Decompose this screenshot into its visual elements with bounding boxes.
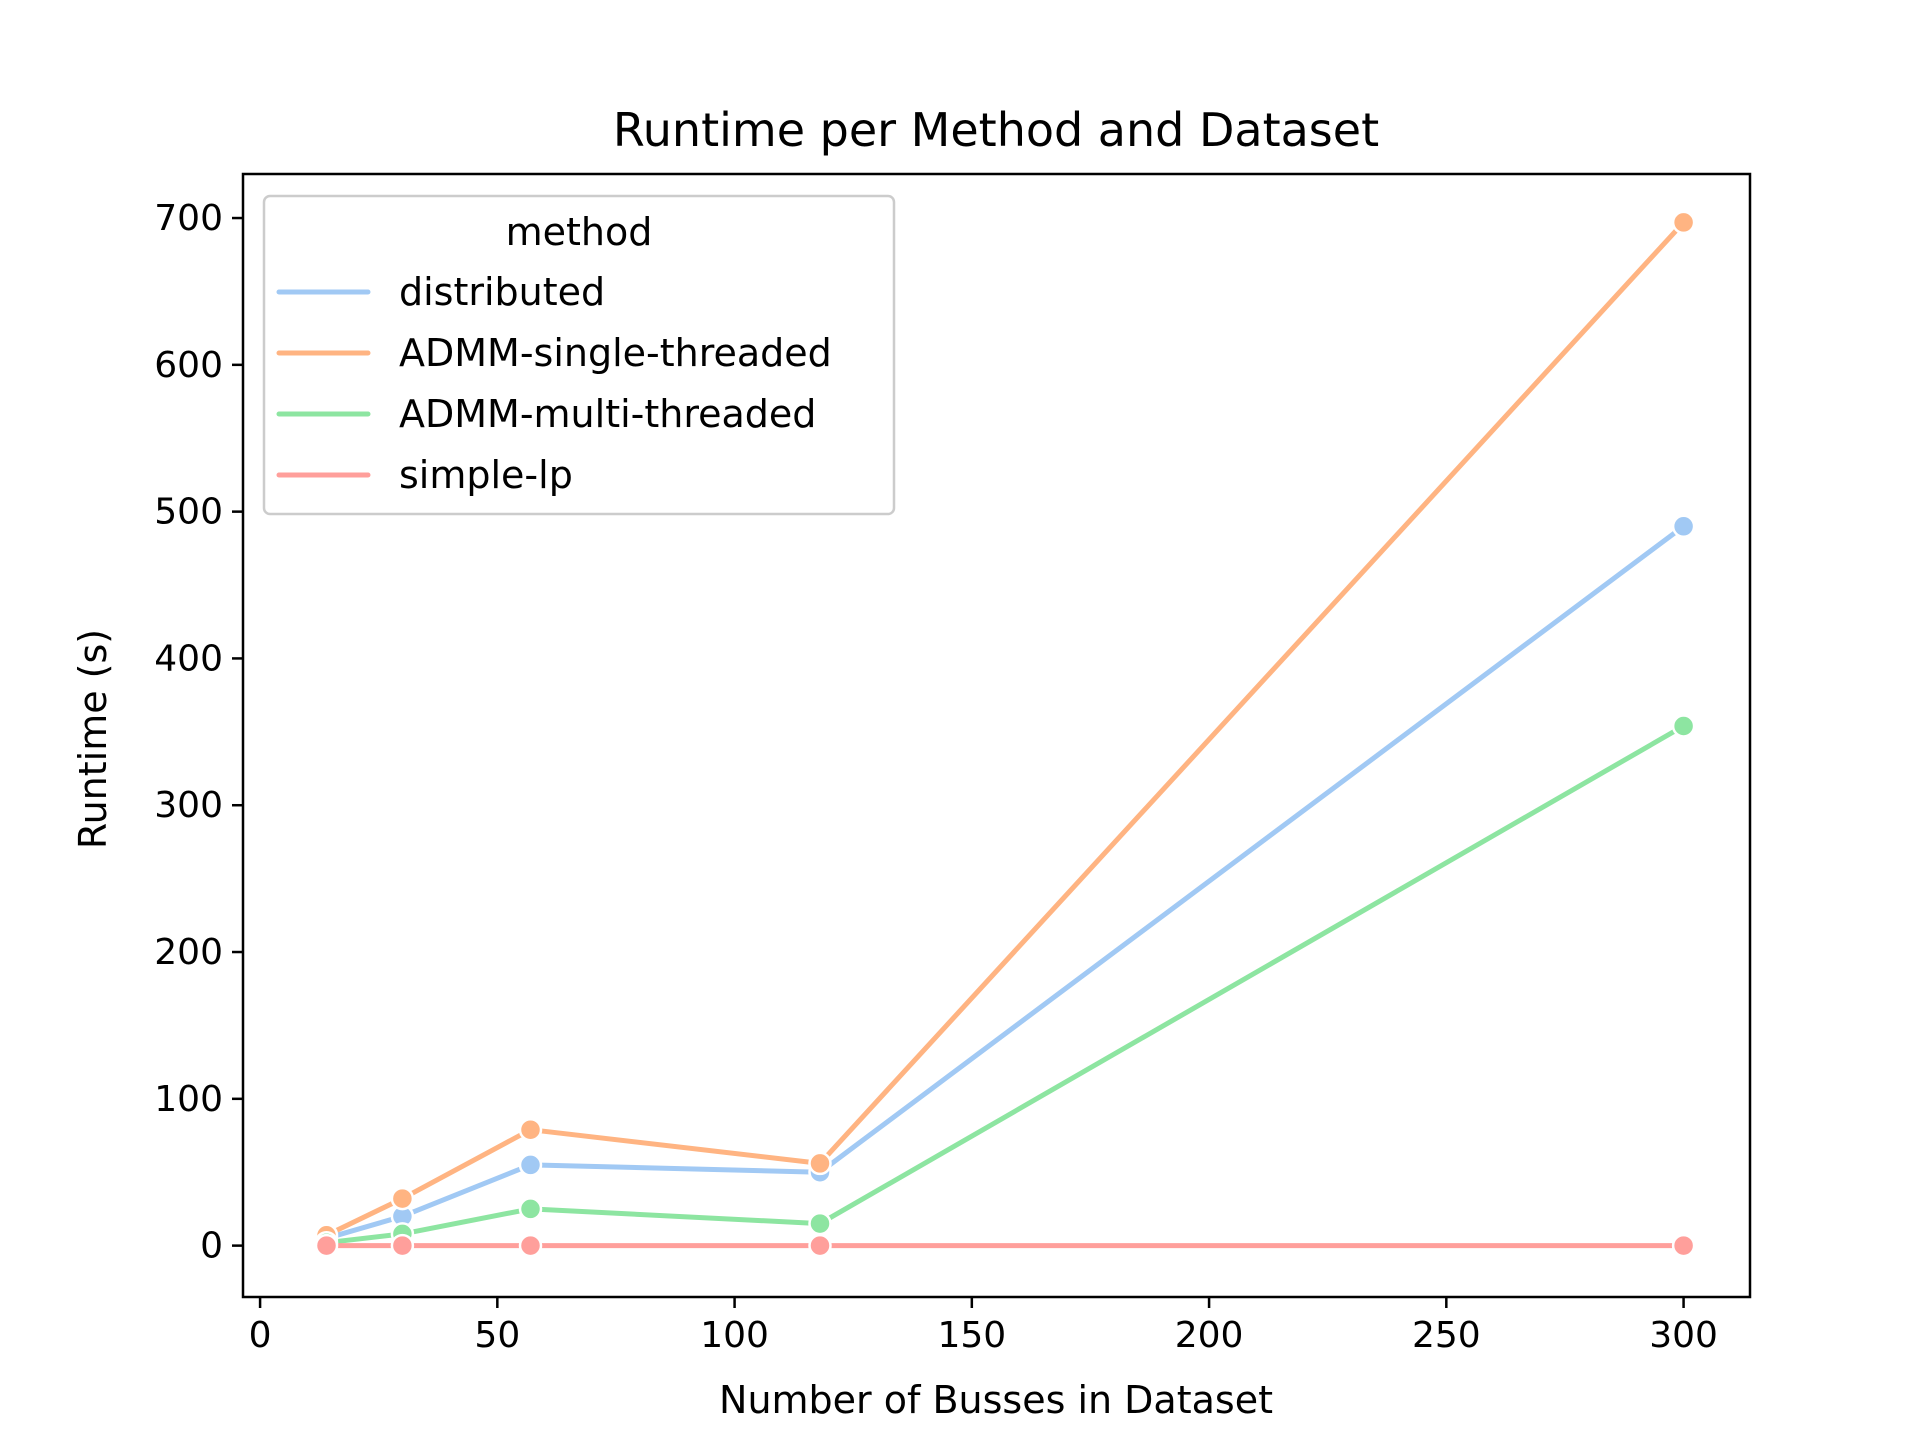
legend-label-2: ADMM-multi-threaded xyxy=(399,392,816,436)
y-tick-label: 200 xyxy=(154,932,223,973)
x-tick-label: 300 xyxy=(1649,1315,1718,1356)
data-point-2-4 xyxy=(1671,714,1696,738)
data-point-2-3 xyxy=(808,1211,832,1236)
x-tick-label: 100 xyxy=(700,1315,769,1356)
axes-frame xyxy=(241,172,1752,1299)
x-axis-label: Number of Busses in Dataset xyxy=(719,1378,1273,1422)
data-point-3-2 xyxy=(518,1233,543,1258)
x-tick-label: 0 xyxy=(249,1315,272,1356)
y-tick-label: 500 xyxy=(154,492,223,533)
y-tick-label: 0 xyxy=(200,1226,223,1267)
legend-label-0: distributed xyxy=(399,270,605,314)
legend-label-3: simple-lp xyxy=(399,453,573,497)
data-point-2-2 xyxy=(518,1197,543,1221)
data-point-0-4 xyxy=(1671,514,1696,539)
data-point-1-2 xyxy=(518,1117,543,1142)
y-tick-label: 300 xyxy=(154,785,223,826)
x-tick-label: 200 xyxy=(1175,1315,1244,1356)
y-tick-label: 600 xyxy=(154,345,223,386)
y-tick-label: 100 xyxy=(154,1079,223,1120)
y-tick-label: 700 xyxy=(154,198,223,239)
legend-frame xyxy=(262,194,896,516)
data-point-3-0 xyxy=(314,1233,339,1258)
data-point-0-2 xyxy=(518,1153,543,1177)
legend-entries: distributed ADMM-single-threaded ADMM-mult… xyxy=(276,270,832,497)
data-point-1-4 xyxy=(1671,210,1696,235)
y-axis-label: Runtime (s) xyxy=(71,629,115,849)
plot-area: 0 50 100 150 200 250 300 0 100 200 300 400 500 600 700 xyxy=(154,172,1752,1356)
data-point-3-3 xyxy=(808,1233,832,1258)
y-tick-label: 400 xyxy=(154,638,223,679)
data-point-3-4 xyxy=(1671,1233,1696,1258)
legend: method distributed ADMM-single-threaded AD… xyxy=(262,194,896,516)
data-point-1-3 xyxy=(808,1151,832,1176)
x-tick-label: 150 xyxy=(937,1315,1006,1356)
data-point-3-1 xyxy=(390,1233,415,1258)
x-tick-label: 250 xyxy=(1412,1315,1481,1356)
chart-title: Runtime per Method and Dataset xyxy=(613,103,1379,157)
x-tick-label: 50 xyxy=(474,1315,520,1356)
data-point-1-1 xyxy=(390,1186,415,1211)
legend-title: method xyxy=(506,210,653,254)
legend-label-1: ADMM-single-threaded xyxy=(399,331,832,375)
